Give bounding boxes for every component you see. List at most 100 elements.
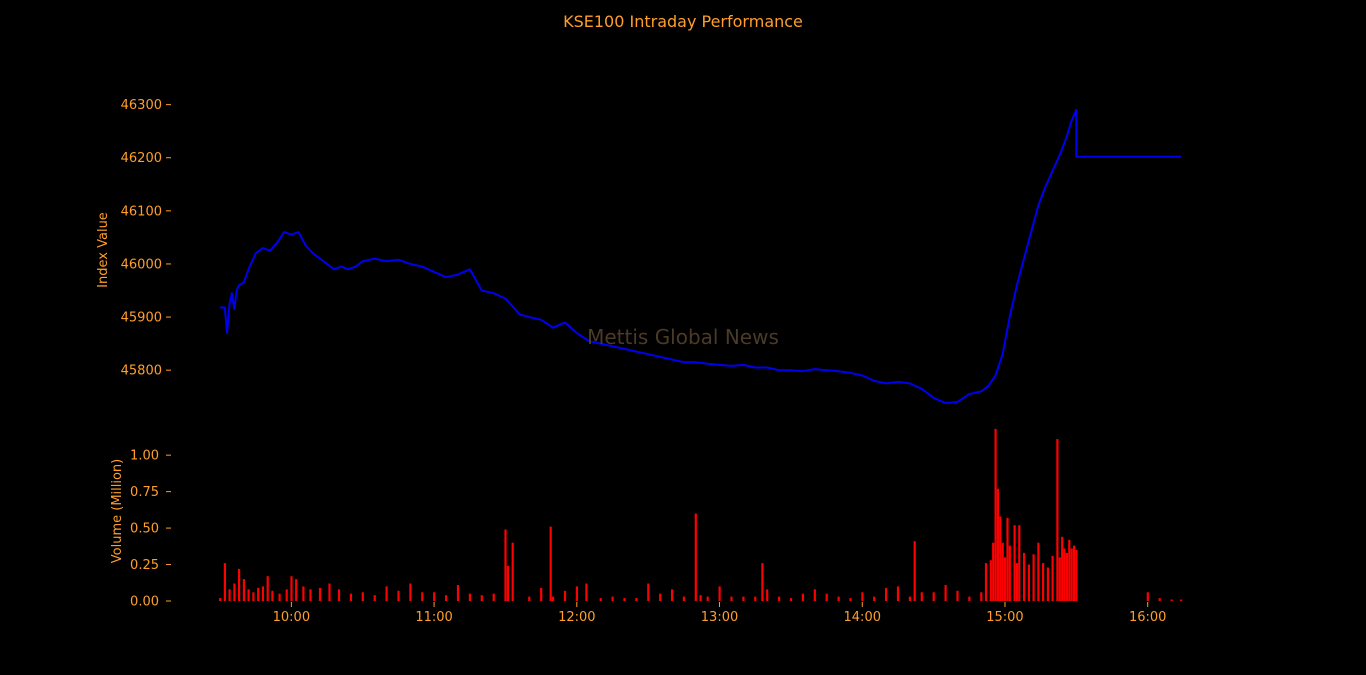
volume-bar [896, 586, 900, 601]
volume-y-tick-label: 0.25 [130, 558, 159, 573]
volume-bar [1008, 545, 1011, 601]
volume-bar [563, 590, 567, 601]
volume-bar [980, 592, 983, 602]
volume-bar [1146, 592, 1149, 602]
x-tick-label: 11:00 [415, 610, 452, 625]
x-axis-ticks: 10:00 11:00 12:00 13:00 14:00 15:00 16:00 [273, 602, 1166, 625]
volume-y-tick-label: 0.00 [130, 595, 159, 610]
x-tick-label: 15:00 [986, 610, 1023, 625]
volume-bar [302, 586, 305, 601]
volume-bar [932, 592, 935, 602]
x-tick-label: 13:00 [701, 610, 738, 625]
volume-bar [837, 596, 840, 601]
volume-bar [682, 596, 685, 601]
volume-bar [989, 560, 992, 601]
volume-bar [1046, 567, 1049, 601]
x-tick-label: 16:00 [1129, 610, 1166, 625]
volume-bar [999, 516, 1002, 601]
volume-bar [421, 592, 424, 602]
volume-bar [956, 590, 959, 601]
volume-bar [271, 590, 274, 601]
volume-bar [944, 585, 947, 601]
volume-bar [228, 589, 231, 601]
volume-bar [1170, 599, 1173, 601]
volume-bar [647, 583, 650, 601]
volume-y-axis-label: Volume (Million) [110, 459, 125, 563]
volume-bar [1006, 517, 1009, 601]
volume-bar [409, 583, 412, 601]
volume-bar [1068, 539, 1071, 602]
volume-bar [706, 596, 709, 601]
volume-bar [694, 513, 697, 601]
index-y-tick-label: 46300 [121, 98, 162, 113]
volume-bar [885, 587, 888, 601]
volume-panel: Volume (Million) 0.00 0.25 0.50 0.75 1.00 [110, 428, 1183, 610]
volume-bar [552, 596, 555, 601]
volume-bar [468, 593, 471, 601]
volume-bar [238, 568, 241, 601]
volume-bar [1027, 564, 1030, 601]
volume-bar [309, 589, 312, 601]
volume-bar [445, 595, 448, 601]
volume-bar [540, 587, 543, 601]
volume-bar [1042, 563, 1045, 601]
volume-bar [1018, 525, 1021, 601]
volume-bar [659, 593, 662, 601]
volume-bar [742, 596, 745, 601]
volume-bar [1001, 542, 1004, 601]
volume-bar [252, 592, 255, 602]
volume-bar [730, 596, 733, 601]
volume-bar [1058, 557, 1061, 602]
volume-bar [754, 596, 757, 601]
volume-bars [219, 428, 1183, 602]
volume-bar [635, 598, 638, 601]
volume-bar [849, 598, 852, 601]
volume-bar [385, 586, 388, 601]
volume-bar [290, 576, 293, 601]
volume-bar [718, 586, 721, 601]
volume-bar [1073, 545, 1076, 601]
volume-bar [1063, 548, 1066, 601]
volume-bar [278, 593, 281, 601]
volume-bar [247, 589, 250, 601]
volume-bar [1075, 550, 1078, 601]
volume-bar [266, 576, 269, 601]
volume-bar [492, 593, 495, 601]
volume-bar [873, 596, 876, 601]
volume-bar [295, 579, 298, 601]
volume-bar [968, 596, 971, 601]
x-tick-label: 10:00 [273, 610, 310, 625]
volume-bar [285, 589, 288, 601]
volume-bar [913, 541, 916, 601]
x-tick-label: 14:00 [844, 610, 881, 625]
volume-bar [480, 595, 483, 601]
volume-bar [699, 595, 702, 601]
volume-bar [242, 579, 245, 601]
volume-y-tick-label: 0.50 [130, 522, 159, 537]
volume-bar [361, 592, 364, 602]
volume-bar [1180, 599, 1183, 601]
index-y-tick-label: 45900 [121, 311, 162, 326]
index-y-ticks: 45800 45900 46000 46100 46200 46300 [121, 98, 171, 379]
volume-y-ticks: 0.00 0.25 0.50 0.75 1.00 [130, 449, 171, 610]
volume-bar [992, 542, 995, 601]
volume-y-tick-label: 1.00 [130, 449, 159, 464]
volume-bar [1051, 555, 1054, 601]
volume-bar [1032, 554, 1035, 601]
volume-bar [337, 589, 341, 601]
volume-bar [511, 542, 514, 601]
volume-bar [1023, 552, 1026, 601]
volume-bar [397, 590, 400, 601]
volume-bar [623, 598, 626, 601]
volume-bar [373, 595, 376, 601]
volume-bar [261, 586, 264, 601]
volume-bar [778, 596, 781, 601]
volume-bar [1061, 536, 1064, 601]
volume-bar [549, 526, 552, 601]
volume-bar [1004, 557, 1007, 602]
volume-bar [257, 587, 260, 601]
watermark-text: Mettis Global News [587, 325, 779, 349]
volume-bar [585, 583, 588, 601]
volume-bar [504, 529, 507, 601]
